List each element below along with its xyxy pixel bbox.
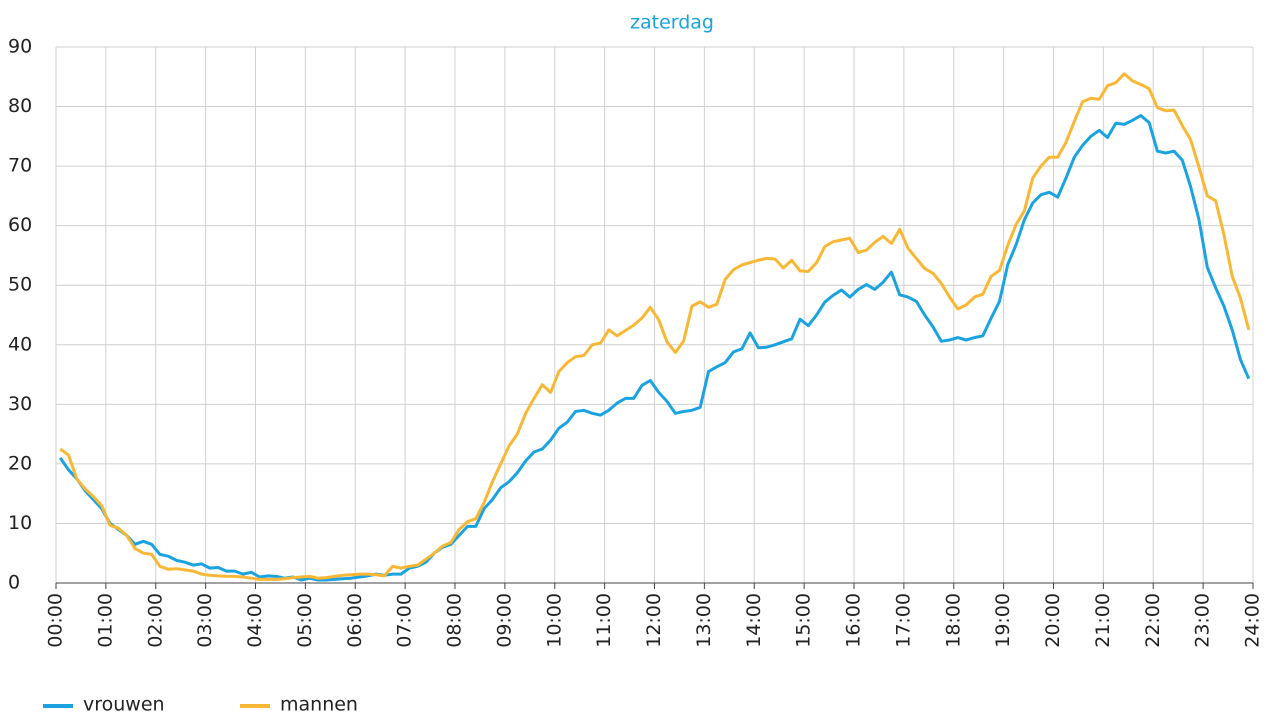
y-tick-label: 20 xyxy=(8,452,32,474)
x-tick-label: 21:00 xyxy=(1092,593,1114,648)
series-line xyxy=(59,72,1251,581)
x-tick-label: 11:00 xyxy=(593,593,615,648)
y-tick-label: 30 xyxy=(8,393,32,415)
y-tick-label: 10 xyxy=(8,512,32,534)
y-tick-label: 70 xyxy=(8,155,32,177)
x-tick-label: 12:00 xyxy=(643,593,665,648)
x-tick-label: 04:00 xyxy=(244,593,266,648)
x-tick-label: 05:00 xyxy=(294,593,316,648)
x-tick-label: 23:00 xyxy=(1192,593,1214,648)
x-tick-label: 02:00 xyxy=(144,593,166,648)
x-tick-label: 06:00 xyxy=(344,593,366,648)
x-tick-label: 22:00 xyxy=(1142,593,1164,648)
x-tick-label: 16:00 xyxy=(843,593,865,648)
series-line xyxy=(58,114,1251,582)
x-tick-label: 09:00 xyxy=(493,593,515,648)
x-tick-label: 19:00 xyxy=(992,593,1014,648)
x-tick-label: 00:00 xyxy=(45,593,67,648)
y-tick-label: 0 xyxy=(8,572,20,594)
legend-label: mannen xyxy=(280,694,358,716)
y-tick-label: 50 xyxy=(8,274,32,296)
legend-label: vrouwen xyxy=(83,694,165,716)
x-tick-label: 18:00 xyxy=(942,593,964,648)
x-tick-label: 08:00 xyxy=(444,593,466,648)
x-tick-label: 15:00 xyxy=(793,593,815,648)
x-tick-label: 13:00 xyxy=(693,593,715,648)
x-tick-label: 14:00 xyxy=(743,593,765,648)
x-tick-label: 01:00 xyxy=(94,593,116,648)
x-tick-label: 24:00 xyxy=(1242,593,1264,648)
x-tick-label: 20:00 xyxy=(1042,593,1064,648)
y-tick-label: 40 xyxy=(8,333,32,355)
x-tick-label: 10:00 xyxy=(543,593,565,648)
x-tick-label: 03:00 xyxy=(194,593,216,648)
y-tick-label: 80 xyxy=(8,95,32,117)
x-tick-label: 07:00 xyxy=(394,593,416,648)
y-tick-label: 90 xyxy=(8,36,32,58)
x-tick-label: 17:00 xyxy=(892,593,914,648)
y-tick-label: 60 xyxy=(8,214,32,236)
chart-title: zaterdag xyxy=(630,12,714,34)
